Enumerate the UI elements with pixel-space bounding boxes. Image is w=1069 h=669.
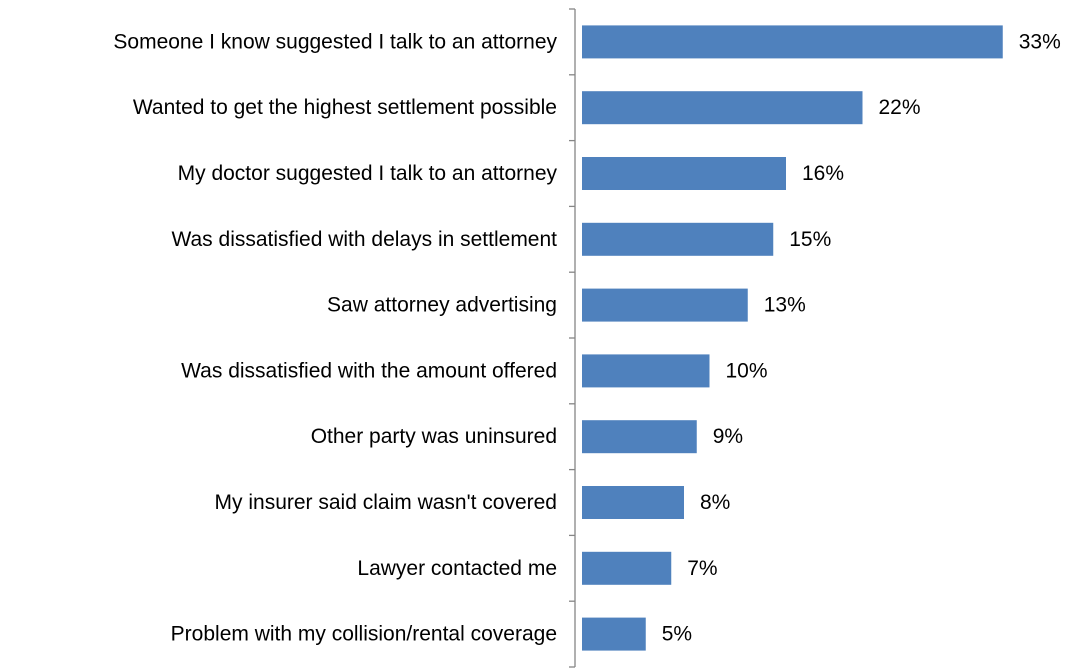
- category-label-3: My doctor suggested I talk to an attorne…: [178, 162, 558, 185]
- bar-7: [582, 420, 697, 454]
- category-label-9: Lawyer contacted me: [357, 557, 557, 580]
- category-label-7: Other party was uninsured: [311, 425, 557, 448]
- bar-1: [582, 25, 1003, 59]
- bar-3: [582, 157, 786, 190]
- value-label-2: 22%: [879, 96, 921, 119]
- value-labels-group: 33% 22% 16% 15% 13% 10% 9% 8% 7% 5%: [662, 30, 1061, 645]
- value-label-1: 33%: [1019, 30, 1061, 53]
- category-label-6: Was dissatisfied with the amount offered: [181, 359, 557, 382]
- value-label-9: 7%: [687, 557, 717, 580]
- category-label-8: My insurer said claim wasn't covered: [215, 491, 557, 514]
- bar-4: [582, 222, 774, 256]
- value-label-3: 16%: [802, 162, 844, 185]
- category-label-2: Wanted to get the highest settlement pos…: [133, 96, 557, 119]
- bar-8: [582, 486, 684, 519]
- category-label-1: Someone I know suggested I talk to an at…: [113, 30, 557, 53]
- bar-2: [582, 91, 863, 125]
- value-label-8: 8%: [700, 491, 730, 514]
- category-axis: [569, 8, 576, 668]
- category-label-4: Was dissatisfied with delays in settleme…: [171, 228, 557, 251]
- bar-6: [582, 354, 710, 388]
- category-label-10: Problem with my collision/rental coverag…: [171, 623, 557, 646]
- value-label-7: 9%: [713, 425, 743, 448]
- value-label-5: 13%: [764, 294, 806, 317]
- bar-10: [582, 617, 646, 651]
- value-label-10: 5%: [662, 623, 692, 646]
- category-labels-group: Someone I know suggested I talk to an at…: [113, 30, 557, 645]
- value-label-6: 10%: [726, 359, 768, 382]
- bars-group: [582, 25, 1003, 651]
- bar-5: [582, 288, 748, 322]
- category-label-5: Saw attorney advertising: [327, 294, 557, 317]
- bar-9: [582, 551, 672, 585]
- value-label-4: 15%: [789, 228, 831, 251]
